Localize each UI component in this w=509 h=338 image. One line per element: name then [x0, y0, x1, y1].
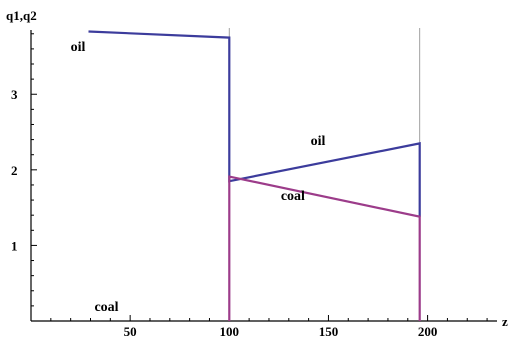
series-annotation: coal [94, 300, 118, 315]
y-tick-label: 1 [11, 238, 18, 253]
y-axis-title: q1,q2 [6, 8, 37, 23]
y-tick-label: 3 [11, 87, 18, 102]
x-tick-label: 100 [220, 324, 240, 338]
series-annotation: oil [71, 40, 86, 55]
series-group [88, 30, 421, 321]
series-line-coal [228, 175, 421, 321]
series-line-oil [88, 30, 421, 217]
y-tick-label: 2 [11, 163, 18, 178]
x-tick-label: 150 [319, 324, 339, 338]
series-annotation: oil [311, 134, 326, 149]
annotations-group: oil oil coal coal [71, 40, 326, 315]
series-annotation: coal [281, 189, 305, 204]
x-tick-label: 50 [124, 324, 137, 338]
axis-ticks: 50 100 150 200 1 2 3 [11, 33, 488, 338]
x-tick-label: 200 [418, 324, 438, 338]
x-axis-title: z [502, 314, 508, 329]
